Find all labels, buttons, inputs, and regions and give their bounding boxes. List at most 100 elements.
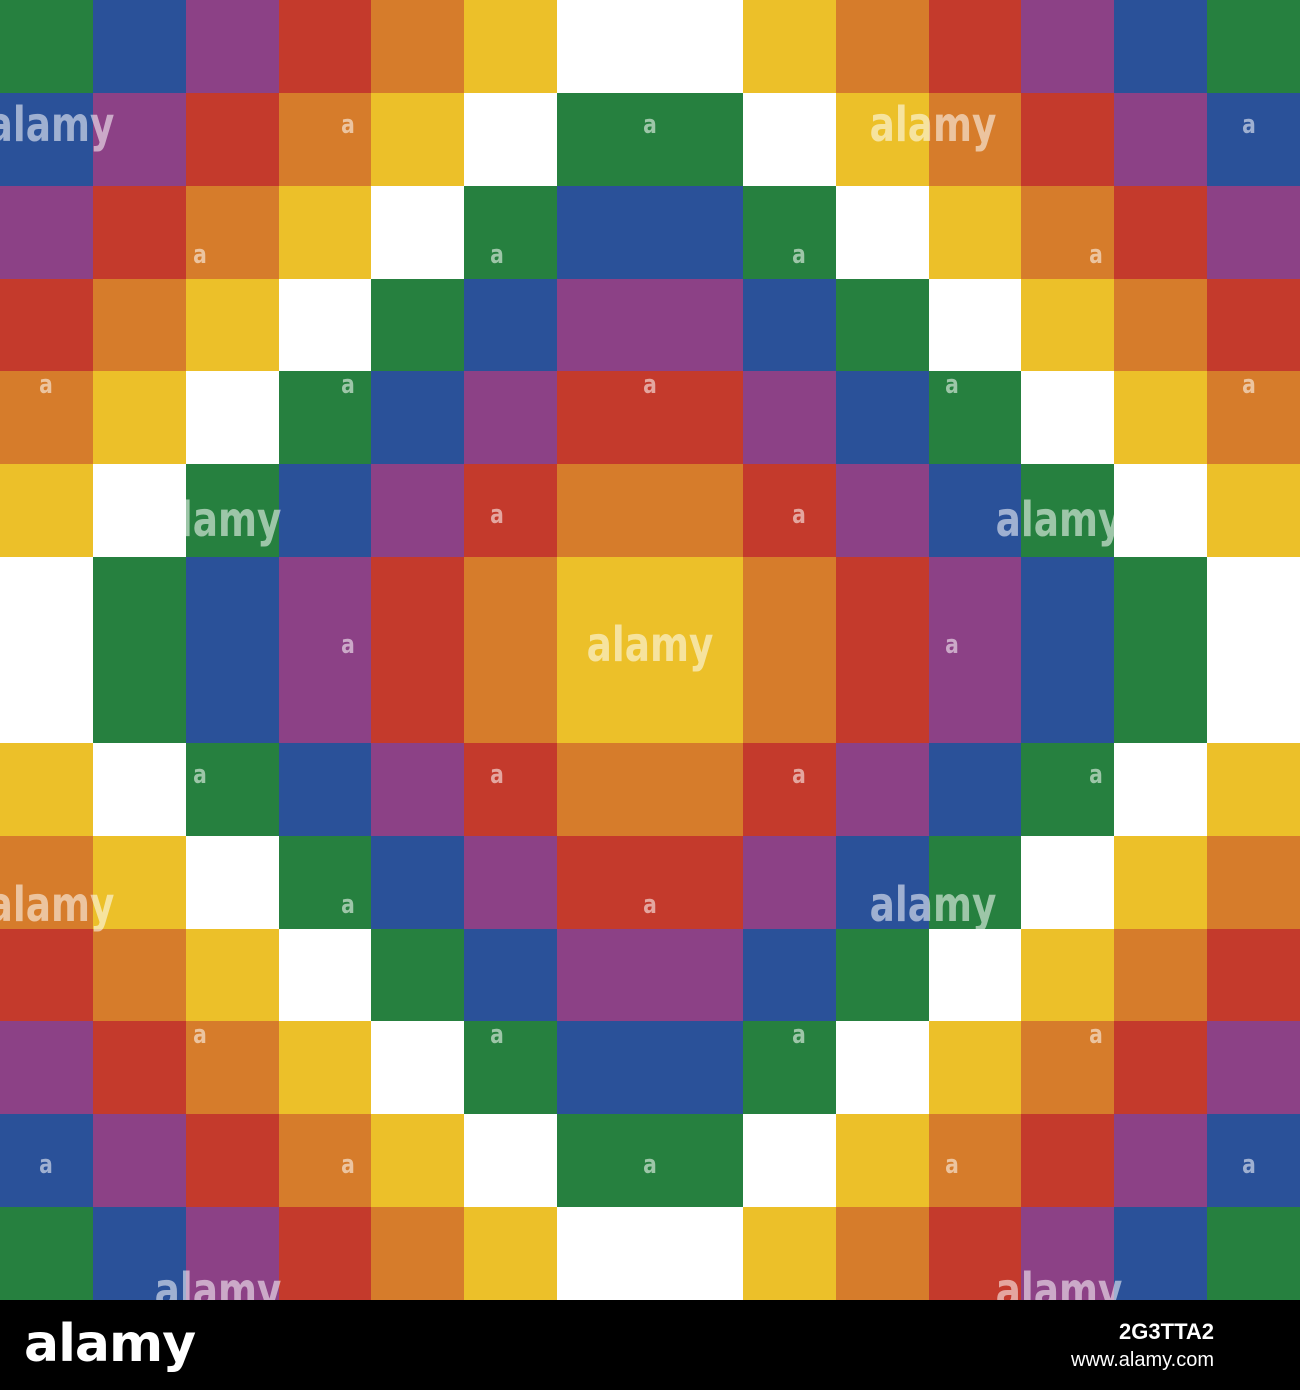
- mosaic-cell: [1207, 742, 1300, 836]
- mosaic-cell: [1207, 649, 1300, 743]
- mosaic-cell: [464, 278, 558, 372]
- mosaic-cell: [835, 1207, 929, 1300]
- mosaic-cell: [185, 1114, 279, 1208]
- mosaic-cell: [464, 835, 558, 929]
- mosaic-cell: [835, 928, 929, 1022]
- mosaic-cell: [371, 1114, 465, 1208]
- mosaic-cell: [185, 1207, 279, 1300]
- mosaic-cell: [278, 185, 372, 279]
- mosaic-cell: [557, 92, 650, 186]
- mosaic-cell: [557, 742, 650, 836]
- mosaic-cell: [742, 928, 836, 1022]
- mosaic-cell: [92, 1114, 186, 1208]
- mosaic-cell: [92, 649, 186, 743]
- mosaic-cell: [371, 1021, 465, 1115]
- mosaic-cell: [557, 464, 650, 558]
- mosaic-cell: [185, 557, 279, 650]
- mosaic-cell: [742, 1021, 836, 1115]
- mosaic-cell: [649, 278, 743, 372]
- mosaic-cell: [1021, 185, 1115, 279]
- mosaic-cell: [92, 835, 186, 929]
- mosaic-cell: [742, 92, 836, 186]
- mosaic-cell: [1021, 742, 1115, 836]
- mosaic-cell: [92, 742, 186, 836]
- mosaic-cell: [1114, 464, 1208, 558]
- mosaic-cell: [557, 185, 650, 279]
- mosaic-cell: [92, 92, 186, 186]
- mosaic-cell: [464, 742, 558, 836]
- mosaic-cell: [557, 1114, 650, 1208]
- mosaic-cell: [1021, 371, 1115, 465]
- mosaic-cell: [1114, 371, 1208, 465]
- mosaic-cell: [649, 1021, 743, 1115]
- mosaic-cell: [1021, 464, 1115, 558]
- mosaic-cell: [278, 371, 372, 465]
- mosaic-cell: [278, 0, 372, 93]
- mosaic-cell: [1114, 1021, 1208, 1115]
- mosaic-cell: [1207, 1021, 1300, 1115]
- mosaic-cell: [557, 557, 650, 650]
- mosaic-cell: [185, 649, 279, 743]
- mosaic-cell: [371, 835, 465, 929]
- mosaic-cell: [1114, 649, 1208, 743]
- mosaic-cell: [835, 649, 929, 743]
- mosaic-cell: [92, 371, 186, 465]
- mosaic-cell: [557, 278, 650, 372]
- mosaic-cell: [649, 185, 743, 279]
- mosaic-cell: [649, 1207, 743, 1300]
- mosaic-cell: [278, 278, 372, 372]
- mosaic-cell: [92, 0, 186, 93]
- mosaic-cell: [92, 928, 186, 1022]
- mosaic-cell: [1021, 835, 1115, 929]
- mosaic-cell: [649, 1114, 743, 1208]
- mosaic-cell: [185, 742, 279, 836]
- mosaic-cell: [185, 835, 279, 929]
- mosaic-cell: [92, 464, 186, 558]
- mosaic-cell: [649, 928, 743, 1022]
- mosaic-cell: [464, 1021, 558, 1115]
- mosaic-cell: [464, 464, 558, 558]
- mosaic-cell: [0, 464, 93, 558]
- mosaic-cell: [649, 557, 743, 650]
- mosaic-cell: [371, 1207, 465, 1300]
- mosaic-cell: [928, 464, 1022, 558]
- mosaic-cell: [928, 742, 1022, 836]
- mosaic-cell: [0, 742, 93, 836]
- mosaic-cell: [185, 371, 279, 465]
- mosaic-cell: [0, 835, 93, 929]
- mosaic-cell: [92, 185, 186, 279]
- mosaic-cell: [928, 0, 1022, 93]
- mosaic-cell: [742, 649, 836, 743]
- mosaic-cell: [742, 557, 836, 650]
- mosaic-cell: [185, 928, 279, 1022]
- mosaic-cell: [928, 835, 1022, 929]
- mosaic-cell: [1021, 928, 1115, 1022]
- mosaic-cell: [557, 0, 650, 93]
- mosaic-cell: [371, 0, 465, 93]
- mosaic-cell: [1114, 185, 1208, 279]
- mosaic-cell: [0, 649, 93, 743]
- mosaic-cell: [92, 557, 186, 650]
- mosaic-cell: [278, 1207, 372, 1300]
- mosaic-cell: [1021, 278, 1115, 372]
- mosaic-cell: [1114, 835, 1208, 929]
- mosaic-cell: [742, 1207, 836, 1300]
- mosaic-cell: [0, 557, 93, 650]
- mosaic-cell: [928, 92, 1022, 186]
- mosaic-cell: [1114, 928, 1208, 1022]
- mosaic-cell: [0, 185, 93, 279]
- mosaic-cell: [928, 1114, 1022, 1208]
- mosaic-cell: [0, 92, 93, 186]
- mosaic-cell: [928, 928, 1022, 1022]
- mosaic-cell: [464, 557, 558, 650]
- mosaic-cell: [278, 649, 372, 743]
- mosaic-cell: [92, 1207, 186, 1300]
- mosaic-cell: [649, 742, 743, 836]
- mosaic-cell: [742, 371, 836, 465]
- mosaic-cell: [835, 835, 929, 929]
- mosaic-cell: [1114, 1207, 1208, 1300]
- mosaic-cell: [1021, 649, 1115, 743]
- mosaic-cell: [1207, 557, 1300, 650]
- mosaic-cell: [1114, 92, 1208, 186]
- mosaic-cell: [371, 464, 465, 558]
